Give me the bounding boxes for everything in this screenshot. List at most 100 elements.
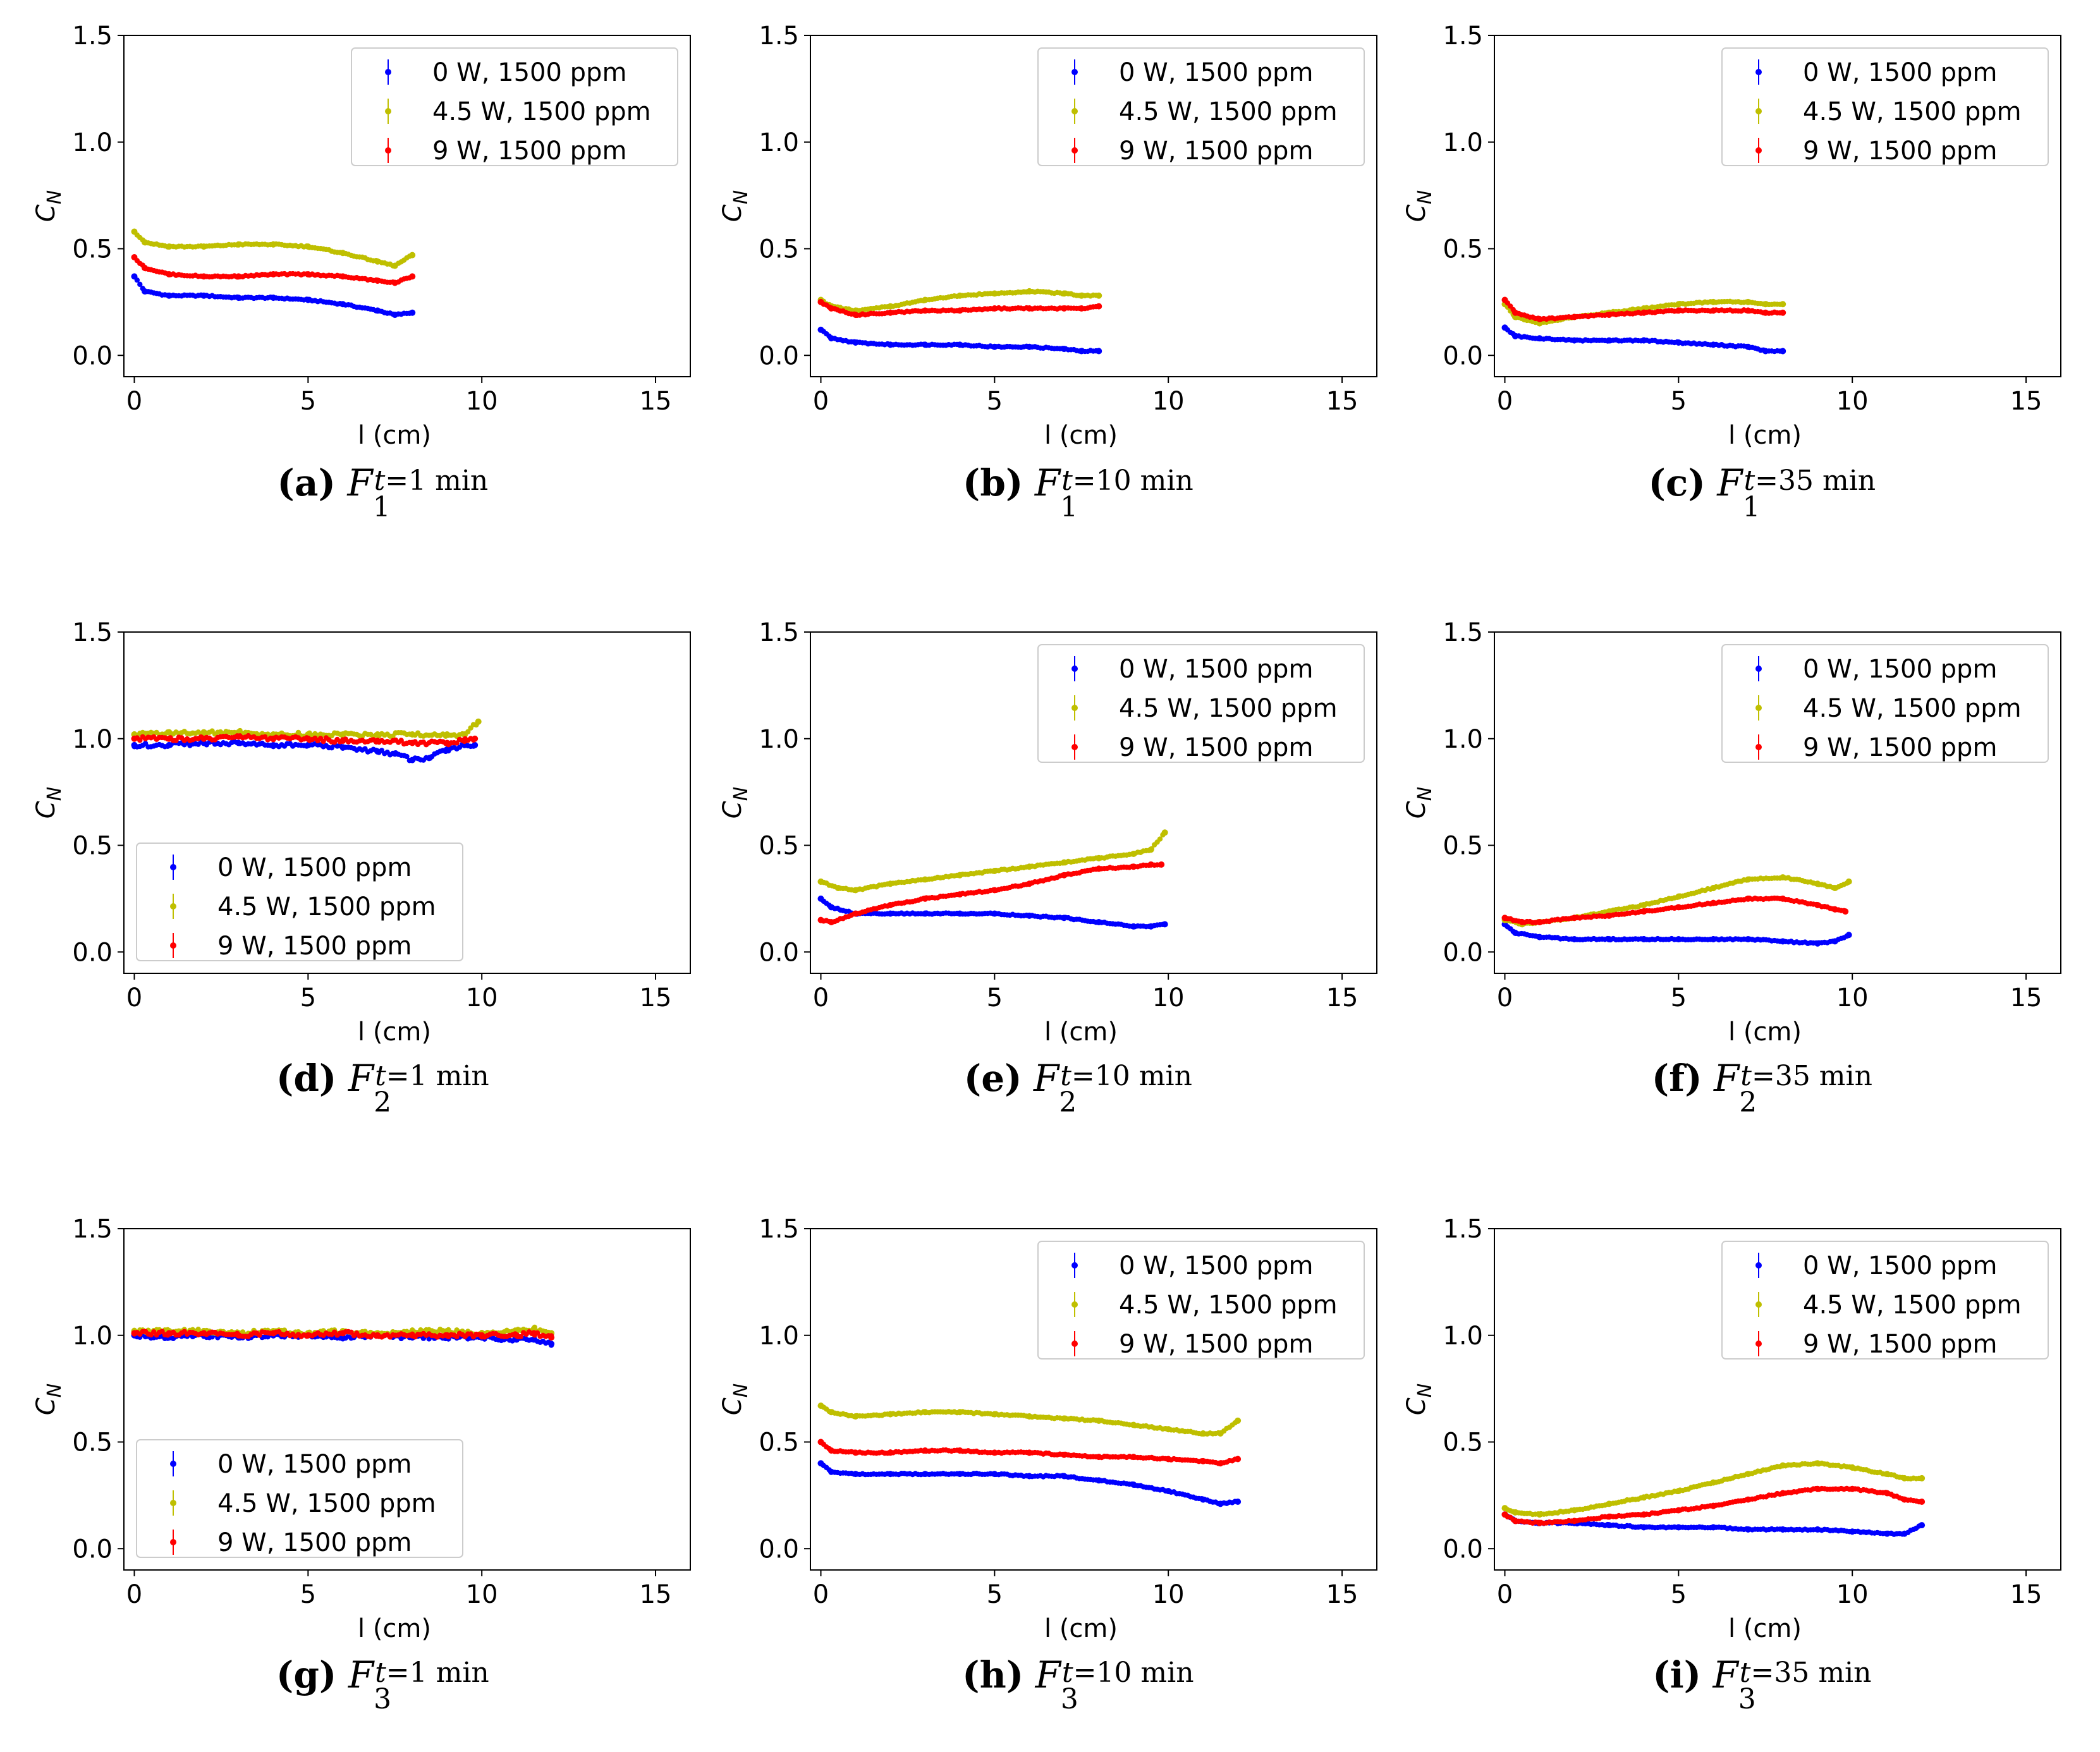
x-tick-label: 15 bbox=[1326, 387, 1358, 416]
x-tick-label: 10 bbox=[1152, 387, 1185, 416]
series-1 bbox=[131, 718, 482, 739]
data-point bbox=[852, 1413, 859, 1420]
legend-marker bbox=[1755, 744, 1762, 750]
data-point bbox=[409, 757, 416, 763]
legend-label: 0 W, 1500 ppm bbox=[1803, 58, 1997, 87]
data-point bbox=[1200, 1457, 1207, 1464]
x-tick-label: 10 bbox=[1836, 387, 1869, 416]
legend-marker bbox=[170, 942, 176, 949]
data-point bbox=[827, 305, 834, 312]
caption-variable: F bbox=[1034, 461, 1061, 504]
y-tick-label: 1.0 bbox=[72, 128, 113, 157]
data-point bbox=[1640, 902, 1647, 908]
legend-marker bbox=[1071, 666, 1078, 672]
series-0 bbox=[1501, 324, 1786, 355]
data-point bbox=[1061, 305, 1068, 312]
panel-e: 0 5 10 15 0.0 0.5 1.0 1.5 l (cm) CN 0 W, 1500 ppm 4… bbox=[718, 618, 1377, 1047]
data-point bbox=[1780, 874, 1786, 881]
data-point bbox=[956, 910, 963, 917]
data-point bbox=[513, 1332, 520, 1339]
data-point bbox=[1165, 1456, 1172, 1463]
legend-marker bbox=[1755, 1301, 1762, 1308]
data-point bbox=[991, 868, 998, 874]
data-point bbox=[922, 1471, 929, 1478]
series-2 bbox=[1501, 296, 1786, 322]
data-point bbox=[1157, 836, 1163, 842]
data-point bbox=[1130, 1481, 1137, 1488]
caption-letter: (i) bbox=[1652, 1653, 1702, 1696]
y-tick-label: 1.0 bbox=[1443, 725, 1483, 754]
y-axis-label: CN bbox=[32, 1384, 66, 1415]
x-tick-label: 0 bbox=[126, 387, 142, 416]
data-point bbox=[141, 264, 148, 271]
x-axis-label: l (cm) bbox=[358, 1614, 431, 1643]
data-point bbox=[1501, 324, 1508, 331]
legend: 0 W, 1500 ppm 4.5 W, 1500 ppm 9 W, 1500 pp… bbox=[136, 1439, 463, 1558]
data-point bbox=[1606, 1522, 1613, 1529]
data-point bbox=[1571, 1518, 1578, 1524]
x-tick-label: 0 bbox=[1497, 983, 1513, 1013]
legend-marker bbox=[1071, 744, 1078, 750]
axes-frame bbox=[1494, 35, 2061, 377]
data-point bbox=[852, 887, 859, 894]
data-point bbox=[409, 739, 416, 746]
x-tick-label: 5 bbox=[300, 1580, 316, 1609]
data-point bbox=[1831, 938, 1838, 945]
axes-frame bbox=[123, 35, 691, 377]
legend-marker bbox=[1755, 1341, 1762, 1347]
y-tick-label: 1.5 bbox=[1443, 618, 1483, 647]
legend-marker bbox=[1755, 108, 1762, 114]
data-point bbox=[1780, 309, 1786, 316]
data-point bbox=[1745, 936, 1752, 942]
data-point bbox=[1710, 936, 1717, 942]
y-tick-label: 1.5 bbox=[1443, 1215, 1483, 1244]
caption-superscript: t=35 min bbox=[1739, 1657, 1872, 1689]
y-tick-label: 0.0 bbox=[72, 1535, 113, 1564]
data-point bbox=[1780, 1526, 1786, 1533]
data-point bbox=[409, 309, 416, 316]
series-2 bbox=[1501, 1485, 1926, 1526]
data-point bbox=[1606, 1500, 1613, 1507]
data-point bbox=[827, 1409, 834, 1416]
data-point bbox=[1606, 337, 1613, 344]
series-1 bbox=[131, 228, 416, 269]
data-point bbox=[887, 1449, 894, 1456]
data-point bbox=[200, 735, 207, 742]
x-tick-label: 5 bbox=[1671, 983, 1687, 1013]
data-point bbox=[1675, 307, 1682, 314]
data-point bbox=[131, 741, 138, 748]
data-point bbox=[1200, 1430, 1207, 1437]
data-point bbox=[305, 741, 312, 748]
legend-marker bbox=[170, 1500, 176, 1506]
panel-b: 0 5 10 15 0.0 0.5 1.0 1.5 l (cm) CN 0 W, 1500 ppm 4… bbox=[718, 21, 1377, 450]
legend-label: 4.5 W, 1500 ppm bbox=[217, 892, 436, 922]
data-point bbox=[817, 298, 824, 305]
x-tick-label: 15 bbox=[2010, 387, 2042, 416]
caption-superscript: t=35 min bbox=[1743, 465, 1876, 497]
caption-subscript: 3 bbox=[1060, 1683, 1078, 1715]
data-point bbox=[339, 744, 346, 751]
data-point bbox=[991, 1411, 998, 1418]
data-point bbox=[817, 1439, 824, 1445]
data-point bbox=[1026, 1473, 1033, 1480]
data-point bbox=[131, 1330, 138, 1337]
legend-label: 9 W, 1500 ppm bbox=[1119, 137, 1313, 166]
y-tick-label: 0.5 bbox=[72, 1428, 113, 1457]
data-point bbox=[235, 295, 242, 301]
x-axis-label: l (cm) bbox=[1044, 1614, 1118, 1643]
x-axis-label: l (cm) bbox=[1044, 1018, 1118, 1047]
data-point bbox=[1780, 1490, 1786, 1497]
panel-d: 0 5 10 15 0.0 0.5 1.0 1.5 l (cm) CN 0 W, 1500 ppm 4… bbox=[32, 618, 691, 1047]
data-point bbox=[817, 895, 824, 902]
data-point bbox=[1710, 1524, 1717, 1531]
y-axis-label: CN bbox=[1402, 787, 1436, 818]
caption-subscript: 1 bbox=[1742, 491, 1761, 523]
legend: 0 W, 1500 ppm 4.5 W, 1500 ppm 9 W, 1500 pp… bbox=[1037, 47, 1365, 166]
data-point bbox=[391, 262, 398, 269]
data-point bbox=[1710, 885, 1717, 891]
caption-letter: (d) bbox=[276, 1057, 337, 1100]
data-point bbox=[1762, 348, 1769, 355]
